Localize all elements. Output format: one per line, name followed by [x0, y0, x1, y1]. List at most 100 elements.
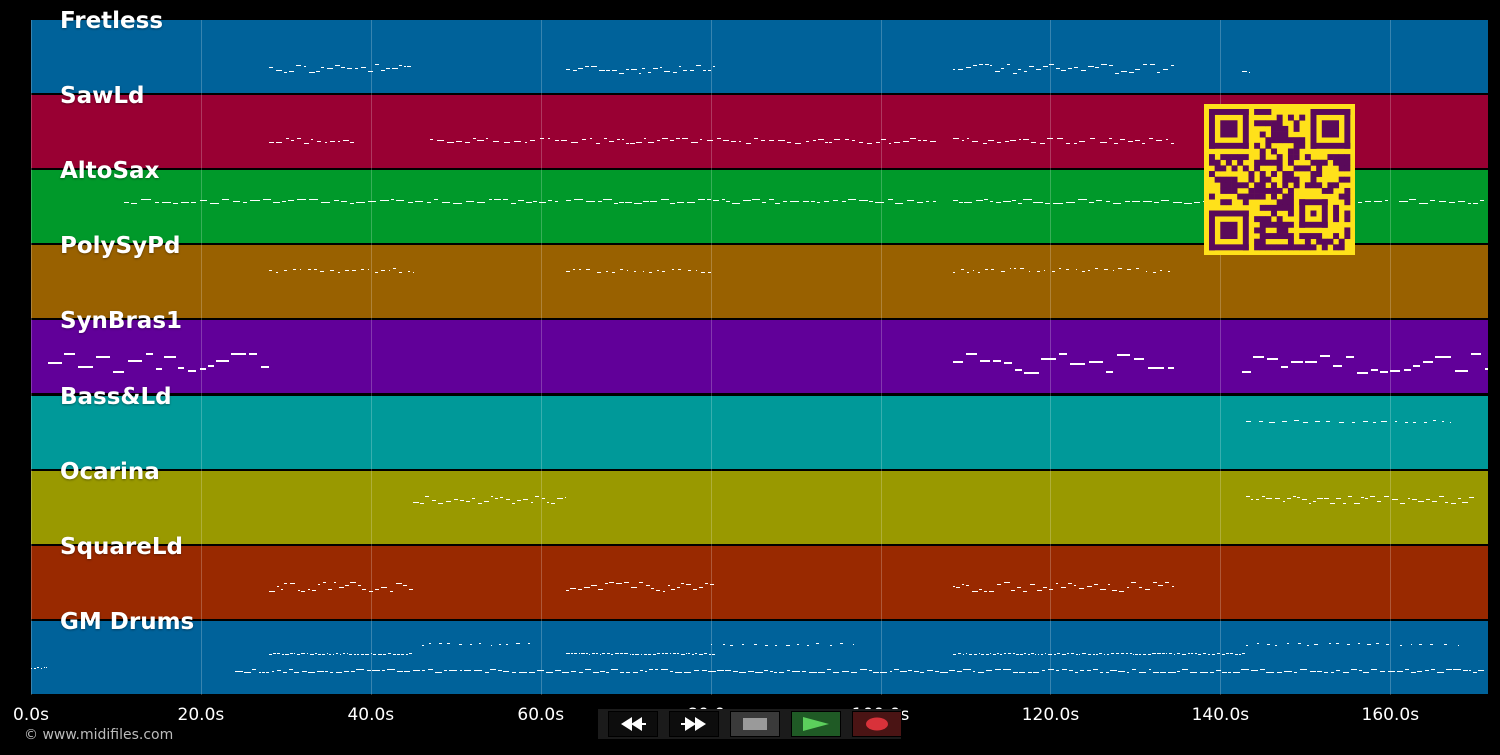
midi-note [1315, 420, 1320, 422]
stop-icon [743, 718, 767, 730]
midi-note [273, 652, 276, 654]
midi-note [1138, 653, 1142, 655]
midi-note [1059, 268, 1062, 270]
midi-note [745, 143, 752, 145]
midi-note [1160, 200, 1169, 202]
midi-note [345, 270, 349, 272]
midi-note [387, 652, 392, 654]
play-button[interactable] [791, 711, 841, 737]
midi-note [1023, 139, 1030, 141]
midi-note [962, 140, 965, 142]
midi-note [769, 670, 773, 672]
track-lane[interactable] [31, 20, 1488, 93]
midi-note [1018, 69, 1022, 70]
midi-note [484, 500, 490, 502]
track-lane[interactable] [31, 620, 1488, 694]
midi-note [722, 199, 726, 201]
midi-note [840, 642, 844, 644]
midi-note [1408, 199, 1416, 201]
midi-note [624, 652, 628, 654]
track-lane[interactable] [31, 320, 1488, 394]
midi-note [173, 203, 179, 205]
midi-note [806, 644, 809, 646]
midi-note [635, 653, 639, 655]
fast-forward-button[interactable] [669, 711, 719, 737]
midi-note [488, 199, 492, 201]
midi-note [949, 669, 956, 671]
midi-note [403, 670, 410, 672]
midi-note [335, 671, 342, 673]
midi-note [1037, 271, 1041, 273]
stop-button[interactable] [730, 711, 780, 737]
midi-note [300, 269, 302, 271]
midi-note [1250, 669, 1259, 671]
midi-note [1309, 502, 1312, 504]
midi-note [1043, 270, 1046, 272]
midi-note [288, 200, 294, 202]
midi-note [199, 368, 206, 371]
midi-note [555, 669, 561, 671]
midi-note [959, 202, 963, 204]
midi-note [1411, 498, 1418, 500]
midi-note [1216, 669, 1222, 671]
midi-note [408, 652, 412, 654]
midi-note [177, 367, 185, 370]
midi-note [1053, 653, 1057, 655]
midi-note [1067, 652, 1070, 654]
midi-note [355, 202, 365, 204]
midi-note [631, 586, 637, 588]
midi-note [1124, 201, 1131, 203]
track-lane[interactable] [31, 245, 1488, 319]
midi-note [1133, 653, 1135, 655]
midi-note [234, 670, 243, 672]
midi-note [1187, 652, 1191, 654]
midi-note [966, 138, 970, 140]
track-lane[interactable] [31, 395, 1488, 469]
midi-note [610, 653, 614, 655]
midi-note [888, 143, 892, 145]
midi-note [1061, 668, 1068, 670]
qr-code-icon[interactable] [1204, 104, 1355, 255]
midi-note [989, 201, 994, 203]
midi-note [991, 269, 995, 271]
midi-note [909, 138, 917, 140]
midi-note [1418, 203, 1428, 205]
midi-note [1019, 671, 1026, 673]
midi-note [992, 653, 996, 655]
midi-note [614, 203, 618, 205]
midi-note [1435, 356, 1452, 359]
midi-note [1302, 498, 1308, 500]
midi-note [393, 268, 396, 270]
midi-note [1034, 653, 1037, 655]
midi-note [572, 269, 576, 271]
rewind-button[interactable] [608, 711, 658, 737]
record-button[interactable] [852, 711, 902, 737]
track-lane[interactable] [31, 545, 1488, 619]
midi-note [761, 140, 766, 142]
midi-note [1221, 653, 1225, 655]
midi-note [602, 199, 613, 201]
midi-note [1017, 586, 1021, 588]
midi-note [1364, 201, 1371, 203]
midi-note [1361, 496, 1364, 498]
midi-note [1439, 495, 1444, 497]
midi-note [617, 139, 620, 141]
midi-note [973, 270, 975, 272]
track-lane[interactable] [31, 470, 1488, 544]
time-tick-label: 160.0s [1361, 705, 1420, 725]
midi-note [1293, 495, 1296, 497]
midi-note [503, 670, 510, 672]
midi-note [550, 502, 556, 504]
midi-note [505, 498, 511, 500]
midi-note [1056, 669, 1060, 671]
midi-note [1138, 671, 1146, 673]
midi-note [1165, 652, 1168, 654]
midi-note [653, 653, 656, 655]
midi-note [421, 669, 426, 671]
midi-note [572, 70, 578, 71]
midi-note [491, 495, 494, 497]
midi-note [1134, 358, 1145, 361]
midi-note [670, 203, 676, 205]
midi-note [1075, 671, 1079, 673]
